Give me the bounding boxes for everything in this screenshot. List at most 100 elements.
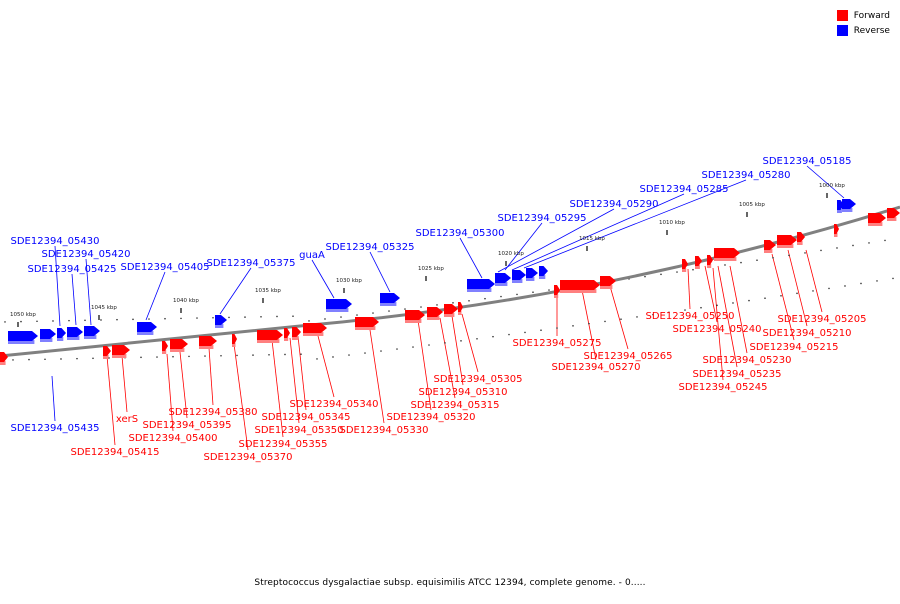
forward-gene-arrow[interactable]: [170, 339, 188, 352]
forward-gene-arrow[interactable]: [232, 334, 237, 347]
reverse-gene-arrow[interactable]: [67, 327, 83, 340]
forward-gene-arrow[interactable]: [560, 280, 600, 293]
gene-label[interactable]: SDE12394_05265: [584, 351, 673, 362]
gene-label[interactable]: SDE12394_05320: [387, 412, 476, 423]
gene-label[interactable]: SDE12394_05250: [646, 311, 735, 322]
scale-tick-label: 1005 kbp: [739, 202, 765, 208]
track-dot: [188, 355, 190, 358]
gene-label[interactable]: SDE12394_05230: [703, 355, 792, 366]
gene-label[interactable]: SDE12394_05315: [411, 400, 500, 411]
forward-gene-arrow[interactable]: [444, 304, 458, 317]
gene-label[interactable]: SDE12394_05205: [778, 314, 867, 325]
forward-gene-arrow[interactable]: [887, 208, 900, 221]
forward-gene-arrow[interactable]: [257, 330, 283, 343]
reverse-gene-arrow[interactable]: [380, 293, 400, 306]
gene-label[interactable]: SDE12394_05310: [419, 387, 508, 398]
gene-label[interactable]: SDE12394_05330: [340, 425, 429, 436]
track-dot: [228, 316, 230, 319]
reverse-gene-arrow[interactable]: [326, 299, 352, 312]
forward-gene-arrow[interactable]: [292, 327, 301, 340]
forward-gene-arrow[interactable]: [707, 255, 713, 268]
reverse-gene-arrow[interactable]: [526, 268, 538, 281]
gene-label[interactable]: SDE12394_05345: [262, 412, 351, 423]
reverse-gene-arrow[interactable]: [842, 199, 856, 212]
gene-label[interactable]: SDE12394_05430: [11, 236, 100, 247]
gene-label[interactable]: SDE12394_05375: [207, 258, 296, 269]
forward-gene-arrow[interactable]: [868, 213, 886, 226]
gene-label[interactable]: SDE12394_05405: [121, 262, 210, 273]
gene-label[interactable]: SDE12394_05415: [71, 447, 160, 458]
track-dot: [268, 353, 270, 356]
reverse-gene-arrow[interactable]: [512, 270, 526, 283]
gene-label[interactable]: guaA: [299, 250, 325, 261]
gene-label[interactable]: xerS: [116, 414, 138, 425]
gene-label[interactable]: SDE12394_05210: [763, 328, 852, 339]
forward-gene-arrow[interactable]: [112, 345, 130, 358]
gene-label[interactable]: SDE12394_05245: [679, 382, 768, 393]
forward-gene-arrow[interactable]: [682, 259, 688, 272]
reverse-gene-arrow[interactable]: [495, 273, 511, 286]
gene-leader-line: [311, 259, 335, 299]
gene-label[interactable]: SDE12394_05235: [693, 369, 782, 380]
forward-gene-arrow[interactable]: [600, 276, 616, 289]
gene-label[interactable]: SDE12394_05370: [204, 452, 293, 463]
gene-label[interactable]: SDE12394_05380: [169, 407, 258, 418]
forward-gene-arrow[interactable]: [554, 285, 560, 298]
gene-label[interactable]: SDE12394_05325: [326, 242, 415, 253]
track-dot: [684, 309, 686, 311]
track-dot: [460, 340, 462, 342]
forward-gene-arrow[interactable]: [777, 235, 797, 248]
gene-label[interactable]: SDE12394_05240: [673, 324, 762, 335]
reverse-gene-arrow[interactable]: [215, 315, 227, 328]
forward-gene-arrow[interactable]: [0, 352, 8, 365]
gene-label[interactable]: SDE12394_05295: [498, 213, 587, 224]
track-dot: [276, 315, 278, 318]
gene-label[interactable]: SDE12394_05350: [255, 425, 344, 436]
gene-label[interactable]: SDE12394_05425: [28, 264, 117, 275]
gene-label[interactable]: SDE12394_05305: [434, 374, 523, 385]
forward-gene-arrow[interactable]: [355, 317, 379, 330]
reverse-gene-arrow[interactable]: [8, 331, 38, 344]
forward-gene-arrow[interactable]: [199, 336, 217, 349]
track-dot: [524, 331, 526, 334]
reverse-gene-arrow[interactable]: [84, 326, 100, 339]
forward-gene-arrow[interactable]: [458, 302, 463, 315]
track-dot: [364, 352, 366, 354]
reverse-gene-arrow[interactable]: [57, 328, 66, 341]
reverse-gene-arrow[interactable]: [40, 329, 56, 342]
gene-label[interactable]: SDE12394_05185: [763, 156, 852, 167]
forward-gene-arrow[interactable]: [303, 323, 327, 336]
track-dot: [812, 290, 814, 292]
gene-label[interactable]: SDE12394_05300: [416, 228, 505, 239]
gene-label[interactable]: SDE12394_05340: [290, 399, 379, 410]
gene-label[interactable]: SDE12394_05400: [129, 433, 218, 444]
gene-label[interactable]: SDE12394_05435: [11, 423, 100, 434]
gene-label[interactable]: SDE12394_05355: [239, 439, 328, 450]
forward-gene-arrow[interactable]: [427, 307, 443, 320]
forward-gene-arrow[interactable]: [764, 240, 776, 253]
forward-gene-arrow[interactable]: [103, 346, 111, 359]
forward-gene-arrow[interactable]: [162, 341, 168, 354]
forward-gene-arrow[interactable]: [714, 248, 740, 261]
track-dot: [764, 297, 766, 299]
gene-label[interactable]: SDE12394_05395: [143, 420, 232, 431]
gene-label[interactable]: SDE12394_05275: [513, 338, 602, 349]
gene-label[interactable]: SDE12394_05215: [750, 342, 839, 353]
gene-label[interactable]: SDE12394_05420: [42, 249, 131, 260]
gene-label[interactable]: SDE12394_05270: [552, 362, 641, 373]
gene-leader-line: [523, 179, 747, 269]
gene-label[interactable]: SDE12394_05280: [702, 170, 791, 181]
reverse-gene-arrow[interactable]: [467, 279, 495, 292]
forward-gene-arrow[interactable]: [405, 310, 425, 323]
gene-leader-line: [369, 329, 385, 424]
gene-label[interactable]: SDE12394_05285: [640, 184, 729, 195]
forward-gene-arrow[interactable]: [695, 256, 702, 269]
forward-gene-arrow[interactable]: [834, 224, 839, 237]
gene-label[interactable]: SDE12394_05290: [570, 199, 659, 210]
forward-gene-arrow[interactable]: [797, 232, 805, 245]
reverse-gene-arrow[interactable]: [137, 322, 157, 335]
forward-gene-arrow[interactable]: [284, 328, 290, 341]
reverse-gene-arrow[interactable]: [539, 266, 548, 279]
track-dot: [468, 299, 470, 302]
track-dot: [196, 317, 198, 319]
